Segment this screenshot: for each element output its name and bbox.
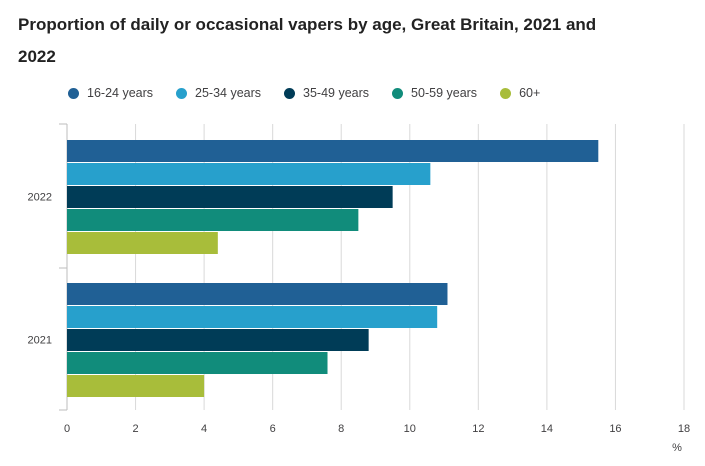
legend-swatch-icon (284, 87, 296, 99)
chart-title: Proportion of daily or occasional vapers… (18, 15, 597, 66)
x-tick-label: 0 (64, 423, 70, 435)
legend-swatch-icon (500, 87, 512, 99)
x-tick-label: 18 (678, 423, 690, 435)
legend-item: 35-49 years (284, 84, 369, 102)
legend-swatch-icon (392, 87, 404, 99)
bar-2022-25-34-years (67, 163, 431, 185)
bar-2022-35-49-years (67, 186, 393, 208)
legend-label: 60+ (519, 86, 541, 100)
bar-2022-16-24-years (67, 140, 599, 162)
x-tick-label: 4 (201, 423, 207, 435)
legend-label: 35-49 years (303, 86, 370, 100)
x-axis-label: % (672, 442, 682, 454)
legend-item: 25-34 years (176, 84, 261, 102)
y-category-label: 2022 (28, 192, 52, 204)
legend-item: 50-59 years (392, 84, 477, 102)
legend-item: 16-24 years (68, 84, 153, 102)
bar-2022-50-59-years (67, 209, 359, 231)
x-tick-label: 16 (609, 423, 621, 435)
x-tick-label: 14 (541, 423, 553, 435)
legend-label: 25-34 years (195, 86, 262, 100)
bar-2021-16-24-years (67, 283, 448, 305)
legend-label: 16-24 years (87, 86, 154, 100)
x-tick-label: 10 (404, 423, 416, 435)
bar-2021-25-34-years (67, 306, 438, 328)
legend: 16-24 years 25-34 years 35-49 years 50-59 y… (68, 84, 563, 102)
legend-label: 50-59 years (411, 86, 478, 100)
bar-2021-35-49-years (67, 329, 369, 351)
x-tick-label: 12 (472, 423, 484, 435)
y-category-label: 2021 (28, 335, 52, 347)
bar-2022-60- (67, 232, 218, 254)
legend-swatch-icon (176, 87, 188, 99)
x-tick-label: 6 (270, 423, 276, 435)
x-tick-label: 8 (338, 423, 344, 435)
legend-swatch-icon (68, 87, 79, 99)
bar-2021-50-59-years (67, 352, 328, 374)
legend-item: 60+ (500, 84, 540, 102)
bar-2021-60- (67, 375, 205, 397)
x-tick-label: 2 (132, 423, 138, 435)
